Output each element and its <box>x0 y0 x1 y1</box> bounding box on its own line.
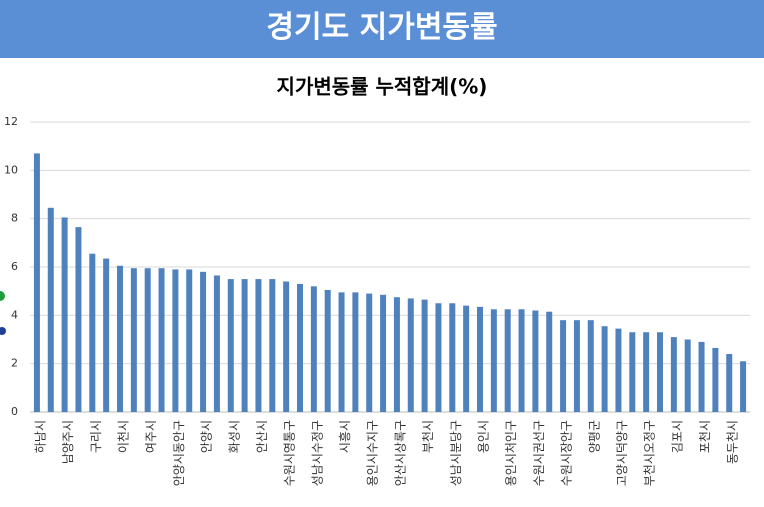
bar <box>297 283 303 412</box>
x-tick-label: 이천시 <box>116 420 131 453</box>
bar <box>546 311 553 412</box>
bar <box>213 275 220 412</box>
bar <box>740 361 747 412</box>
decoration <box>0 291 5 301</box>
x-tick-label: 양평군 <box>587 420 601 453</box>
chart-title: 지가변동률 누적합계(%) <box>277 75 488 99</box>
bar <box>366 293 373 412</box>
x-tick-label: 수원시영통구 <box>283 420 297 486</box>
bar <box>684 339 691 412</box>
bar <box>657 332 663 412</box>
x-tick-label: 안산시 <box>255 420 269 453</box>
bar <box>47 207 54 412</box>
x-tick-label: 안양시 <box>200 420 214 453</box>
x-tick-label: 여주시 <box>144 420 158 453</box>
x-tick-label: 성남시수정구 <box>310 420 324 486</box>
bar <box>117 265 123 412</box>
header-title: 경기도 지가변동률 <box>0 0 764 58</box>
y-tick-label: 2 <box>11 357 18 370</box>
bar <box>338 292 345 412</box>
x-tick-label: 하남시 <box>33 420 47 453</box>
bar <box>324 289 331 412</box>
x-tick-label: 부천시오정구 <box>642 420 657 486</box>
bar <box>518 309 525 412</box>
bar <box>255 279 262 412</box>
x-tick-label: 수원시장안구 <box>560 420 574 486</box>
bar <box>144 268 151 412</box>
bar <box>186 269 193 412</box>
bar <box>560 320 567 412</box>
x-tick-label: 용인시처인구 <box>504 420 518 486</box>
bar <box>712 347 719 412</box>
x-tick-label: 남양주시 <box>61 420 75 464</box>
bar <box>449 303 456 412</box>
x-tick-label: 수원시권선구 <box>532 420 546 486</box>
bar <box>269 279 276 412</box>
x-tick-label: 포천시 <box>697 420 712 453</box>
bar <box>103 258 110 412</box>
x-tick-label: 고양시덕양구 <box>615 420 629 486</box>
y-tick-label: 4 <box>11 308 18 321</box>
x-tick-label: 안산시상록구 <box>393 420 407 486</box>
bar <box>698 341 705 412</box>
bar <box>601 326 608 412</box>
x-tick-label: 부천시 <box>420 420 435 453</box>
bar <box>463 305 470 412</box>
bar <box>435 303 442 412</box>
bar <box>407 298 414 412</box>
bar <box>587 320 594 412</box>
y-tick-label: 0 <box>11 405 18 418</box>
bar <box>670 337 677 412</box>
bar <box>227 279 234 412</box>
bar <box>477 306 483 412</box>
bar <box>629 332 636 412</box>
bar <box>393 297 400 412</box>
bar <box>33 153 40 412</box>
bar <box>130 268 137 412</box>
x-tick-label: 구리시 <box>89 420 103 453</box>
x-tick-label: 성남시분당구 <box>449 420 463 486</box>
bar <box>158 268 165 412</box>
x-tick-label: 안양시동안구 <box>172 420 186 486</box>
bar <box>310 286 317 412</box>
bar <box>61 217 68 412</box>
bar <box>283 281 290 412</box>
x-tick-label: 화성시 <box>227 420 241 453</box>
bar <box>380 294 387 412</box>
bar <box>490 309 497 412</box>
x-tick-label: 시흥시 <box>338 420 352 453</box>
bar <box>89 253 96 412</box>
x-tick-label: 용인시수지구 <box>366 420 380 486</box>
x-tick-label: 용인시 <box>477 420 491 453</box>
bar <box>75 227 82 412</box>
bar <box>615 328 622 412</box>
x-tick-label: 김포시 <box>670 420 684 453</box>
x-tick-label: 동두천시 <box>725 420 740 464</box>
decoration <box>0 327 6 335</box>
bar <box>726 354 733 412</box>
bar <box>172 269 179 412</box>
bar <box>421 299 428 412</box>
bar <box>352 292 359 412</box>
y-tick-label: 6 <box>11 260 18 273</box>
y-tick-label: 10 <box>4 163 18 176</box>
y-tick-label: 8 <box>11 212 18 225</box>
bar <box>504 309 511 412</box>
bar <box>200 271 207 412</box>
bar <box>573 320 580 412</box>
bar <box>532 310 539 412</box>
y-tick-label: 12 <box>4 115 18 128</box>
bar <box>241 279 248 412</box>
bar <box>643 332 650 412</box>
